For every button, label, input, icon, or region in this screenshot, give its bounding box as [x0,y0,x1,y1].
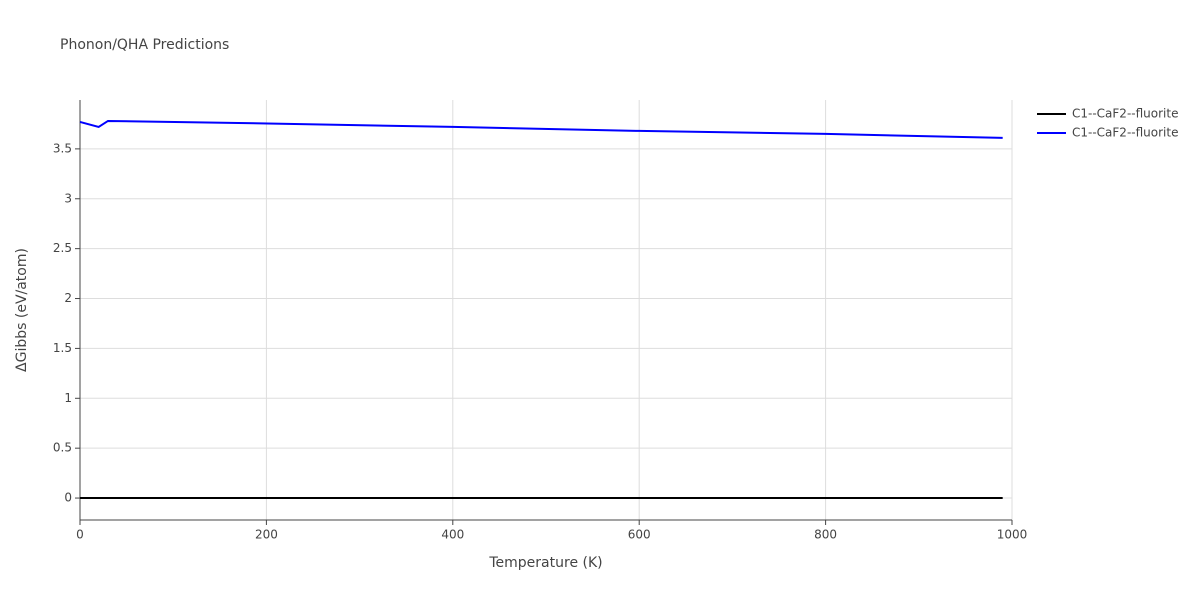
line-series [79,119,1003,139]
y-tick-label: 1.5 [53,341,72,355]
chart-title: Phonon/QHA Predictions [60,37,229,53]
x-tick-label: 0 [76,528,84,542]
y-tick-label: 2.5 [53,241,72,255]
x-tick-label: 1000 [997,528,1028,542]
y-axis-title: ΔGibbs (eV/atom) [14,248,30,372]
x-tick-label: 600 [628,528,651,542]
x-tick-label: 200 [255,528,278,542]
y-tick-label: 3 [64,191,72,205]
x-tick-label: 800 [814,528,837,542]
y-tick-label: 0 [64,491,72,505]
y-tick-label: 2 [64,291,72,305]
y-tick-label: 1 [64,391,72,405]
y-tick-label: 3.5 [53,141,72,155]
x-axis-title: Temperature (K) [488,555,602,571]
legend-label: C1--CaF2--fluorite [1072,126,1178,140]
x-tick-label: 400 [441,528,464,542]
legend-label: C1--CaF2--fluorite [1072,107,1178,121]
y-tick-label: 0.5 [53,441,72,455]
